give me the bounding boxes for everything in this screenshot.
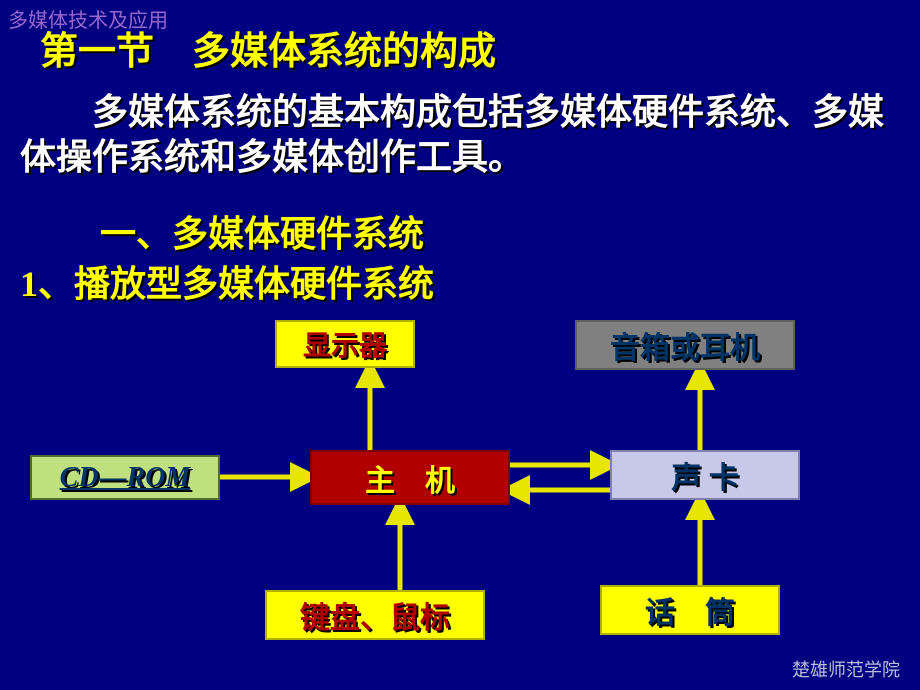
node-display: 显示器 [275, 320, 415, 368]
node-mic: 话 筒 [600, 585, 780, 635]
node-cdrom: CD—ROM [30, 455, 220, 500]
node-speaker: 音箱或耳机 [575, 320, 795, 370]
node-soundcard: 声 卡 [610, 450, 800, 500]
footer-school: 楚雄师范学院 [792, 656, 900, 682]
node-kbmouse: 键盘、鼠标 [265, 590, 485, 640]
node-host: 主 机 [310, 450, 510, 505]
